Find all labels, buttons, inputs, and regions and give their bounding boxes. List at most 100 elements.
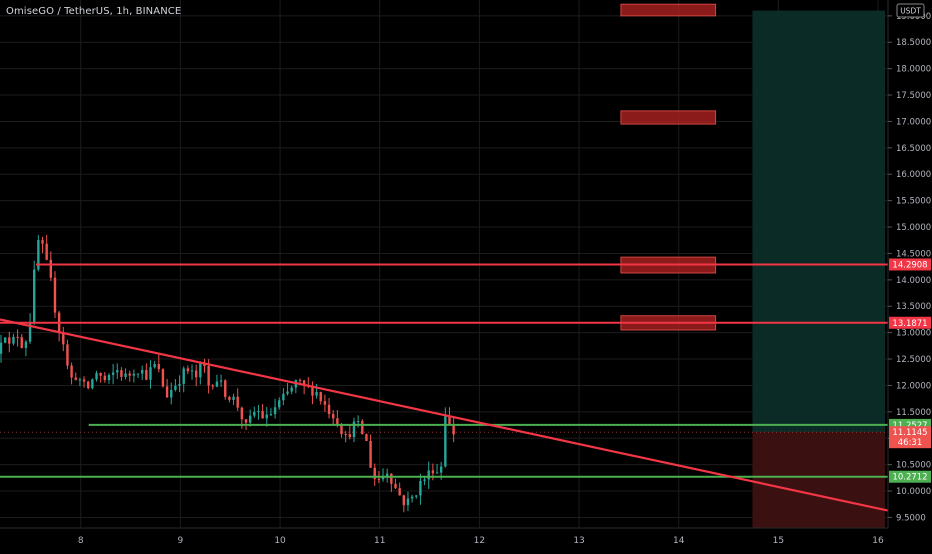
- candle-body: [244, 419, 248, 423]
- candle-body: [344, 434, 347, 436]
- candle-body: [439, 466, 443, 473]
- candle-body: [261, 411, 264, 419]
- candle-body: [332, 414, 335, 419]
- time-tick-label: 11: [374, 536, 385, 546]
- candle-body: [33, 269, 36, 322]
- candle-body: [120, 370, 123, 377]
- price-tick-label: 10.0000: [896, 487, 931, 497]
- candle-body: [24, 341, 28, 349]
- support-price-label: 11.2527: [892, 421, 927, 431]
- candle-body: [153, 364, 156, 368]
- candle-body: [182, 368, 185, 384]
- candle-body: [78, 379, 82, 381]
- candle-body: [107, 374, 111, 381]
- position-reward-zone[interactable]: [752, 10, 886, 433]
- target-zone-rect[interactable]: [620, 3, 717, 17]
- candle-body: [149, 367, 152, 380]
- candle-body: [269, 414, 273, 416]
- candle-body: [327, 404, 331, 415]
- candle-body: [224, 380, 227, 397]
- candle-body: [20, 337, 23, 349]
- candle-body: [111, 372, 115, 375]
- candle-body: [340, 425, 343, 435]
- price-tick-label: 12.0000: [896, 381, 931, 391]
- price-tick-label: 14.0000: [896, 276, 931, 286]
- candle-body: [194, 370, 198, 378]
- candle-body: [406, 498, 410, 506]
- time-tick-label: 14: [673, 536, 685, 546]
- candle-body: [186, 368, 190, 372]
- candle-body: [215, 381, 219, 387]
- candle-body: [8, 337, 11, 344]
- candle-body: [132, 373, 136, 376]
- candle-body: [361, 421, 364, 435]
- price-tick-label: 18.5000: [896, 38, 931, 48]
- candle-body: [74, 377, 77, 380]
- candle-body: [402, 495, 406, 506]
- price-tick-label: 11.5000: [896, 408, 931, 418]
- price-tick-label: 14.5000: [896, 249, 931, 259]
- price-tick-label: 16.0000: [896, 170, 931, 180]
- candle-body: [228, 396, 231, 400]
- price-tick-label: 13.0000: [896, 329, 931, 339]
- trend-line[interactable]: [0, 318, 889, 512]
- candle-body: [66, 344, 69, 366]
- candle-body: [385, 473, 389, 477]
- candle-body: [390, 473, 393, 484]
- time-tick-label: 15: [773, 536, 784, 546]
- candle-body: [128, 373, 131, 376]
- candle-body: [16, 336, 19, 338]
- candle-body: [45, 243, 48, 260]
- candle-body: [323, 401, 327, 405]
- candle-body: [257, 411, 260, 413]
- candle-body: [373, 467, 376, 479]
- time-tick-label: 12: [474, 536, 485, 546]
- price-tick-label: 13.5000: [896, 302, 931, 312]
- candle-body: [82, 379, 86, 382]
- candle-body: [0, 342, 3, 354]
- candle-body: [207, 365, 210, 386]
- candle-body: [452, 424, 455, 435]
- candle-body: [253, 412, 256, 416]
- candle-body: [99, 373, 102, 376]
- price-tick-label: 16.5000: [896, 144, 931, 154]
- candle-body: [435, 472, 439, 474]
- candle-body: [28, 321, 32, 342]
- resistance-price-label: 14.2908: [892, 260, 927, 270]
- candle-body: [356, 421, 360, 423]
- price-tick-label: 17.5000: [896, 91, 931, 101]
- candle-body: [37, 240, 40, 270]
- target-zone-rect[interactable]: [620, 110, 717, 125]
- currency-badge[interactable]: [896, 3, 925, 18]
- candle-body: [53, 277, 57, 313]
- candle-body: [178, 383, 181, 386]
- candle-body: [444, 416, 447, 467]
- candle-body: [170, 389, 173, 398]
- candle-body: [219, 380, 223, 382]
- price-tick-label: 10.5000: [896, 461, 931, 471]
- candle-body: [232, 396, 235, 400]
- price-tick-label: 15.5000: [896, 197, 931, 207]
- candle-body: [415, 495, 418, 497]
- candle-body: [211, 385, 214, 387]
- price-axis-background: [888, 0, 932, 550]
- currency-badge-label: USDT: [900, 7, 921, 16]
- candle-body: [161, 369, 165, 387]
- support-price-label-bg: [889, 470, 931, 483]
- candle-body: [282, 393, 285, 401]
- position-risk-zone[interactable]: [752, 432, 886, 528]
- candle-body: [398, 488, 401, 496]
- candle-body: [145, 369, 148, 380]
- time-tick-label: 9: [178, 536, 184, 546]
- resistance-price-label-bg: [889, 316, 931, 329]
- time-tick-label: 13: [573, 536, 584, 546]
- candle-body: [410, 496, 414, 499]
- time-tick-label: 8: [78, 536, 84, 546]
- candle-body: [369, 441, 372, 468]
- candle-body: [352, 421, 356, 438]
- candle-body: [377, 478, 381, 480]
- candle-body: [290, 387, 293, 392]
- resistance-price-label: 13.1871: [892, 319, 927, 329]
